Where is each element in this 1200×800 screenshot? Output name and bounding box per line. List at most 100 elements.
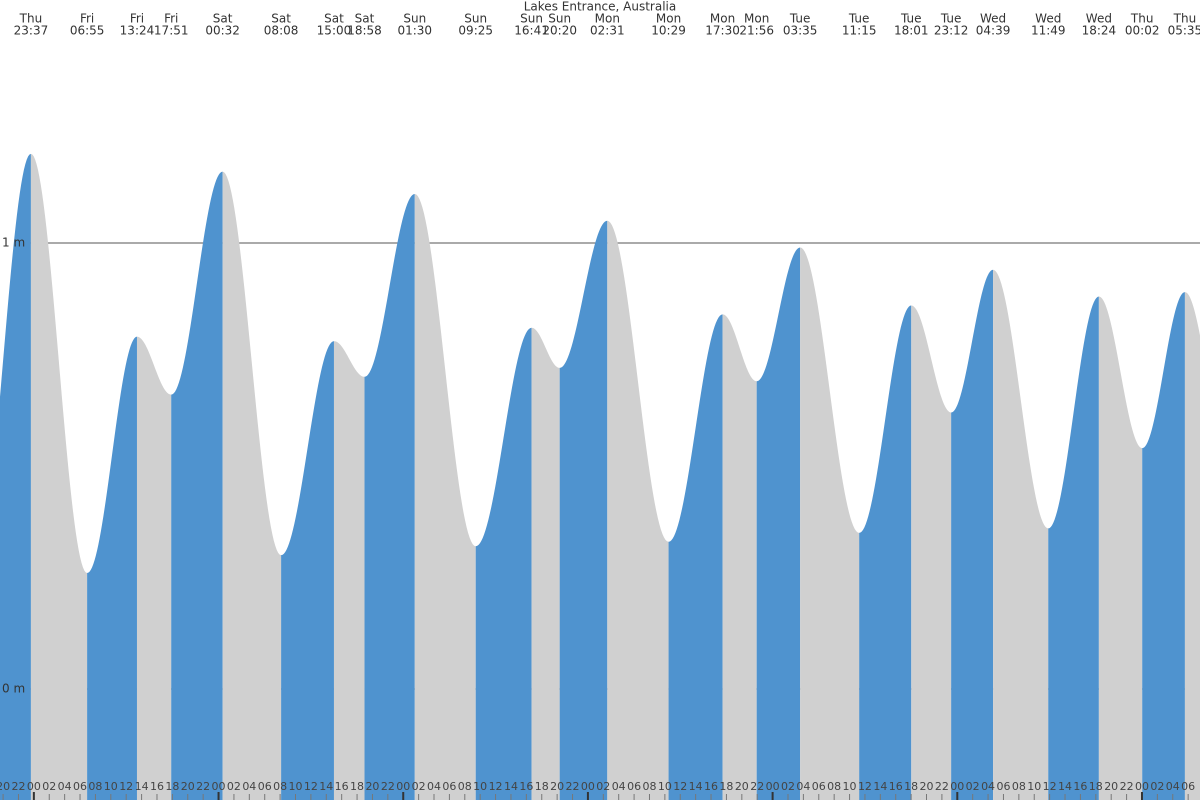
x-tick-label: 02	[42, 780, 56, 793]
tide-segment	[87, 336, 137, 800]
x-tick-label: 18	[904, 780, 918, 793]
x-tick-label: 20	[365, 780, 379, 793]
extreme-day: Sat	[324, 12, 344, 26]
tide-segment	[668, 314, 723, 800]
x-tick-label: 00	[212, 780, 226, 793]
x-tick-label: 18	[535, 780, 549, 793]
x-tick-label: 12	[858, 780, 872, 793]
x-tick-label: 10	[1027, 780, 1041, 793]
x-tick-label: 08	[827, 780, 841, 793]
x-tick-label: 12	[1043, 780, 1057, 793]
x-tick-label: 12	[119, 780, 133, 793]
extreme-time: 06:55	[70, 24, 105, 38]
x-tick-label: 22	[935, 780, 949, 793]
extreme-time: 16:41	[514, 24, 549, 38]
extreme-time: 05:35	[1168, 24, 1200, 38]
tide-segment	[333, 341, 365, 800]
x-tick-label: 00	[581, 780, 595, 793]
extreme-day: Tue	[789, 12, 811, 26]
x-tick-label: 00	[396, 780, 410, 793]
extreme-time: 11:15	[842, 24, 877, 38]
x-tick-label: 00	[27, 780, 41, 793]
x-tick-label: 08	[458, 780, 472, 793]
x-tick-label: 08	[88, 780, 102, 793]
x-tick-label: 16	[1073, 780, 1087, 793]
y-tick-label: 1 m	[2, 236, 25, 250]
x-tick-label: 16	[150, 780, 164, 793]
tide-segment	[951, 269, 994, 800]
x-tick-label: 22	[1120, 780, 1134, 793]
x-tick-label: 04	[612, 780, 626, 793]
x-tick-label: 14	[873, 780, 887, 793]
extreme-time: 01:30	[397, 24, 432, 38]
extreme-day: Sun	[464, 12, 487, 26]
extreme-time: 08:08	[264, 24, 299, 38]
x-tick-label: 10	[288, 780, 302, 793]
x-tick-label: 10	[843, 780, 857, 793]
x-tick-label: 12	[489, 780, 503, 793]
extreme-time: 21:56	[739, 24, 774, 38]
x-tick-label: 18	[165, 780, 179, 793]
extreme-time: 23:37	[14, 24, 49, 38]
x-tick-label: 22	[566, 780, 580, 793]
x-tick-label: 18	[719, 780, 733, 793]
tide-segment	[30, 153, 88, 800]
x-tick-label: 02	[1150, 780, 1164, 793]
extreme-day: Wed	[1086, 12, 1112, 26]
extreme-day: Mon	[710, 12, 735, 26]
x-tick-label: 06	[812, 780, 826, 793]
x-tick-label: 18	[1089, 780, 1103, 793]
extreme-day: Wed	[1035, 12, 1061, 26]
x-tick-label: 20	[181, 780, 195, 793]
extreme-time: 09:25	[458, 24, 493, 38]
x-tick-label: 02	[596, 780, 610, 793]
x-tick-label: 22	[381, 780, 395, 793]
extreme-time: 03:35	[783, 24, 818, 38]
extreme-day: Mon	[656, 12, 681, 26]
x-tick-label: 16	[519, 780, 533, 793]
x-tick-label: 10	[473, 780, 487, 793]
extreme-time: 17:30	[705, 24, 740, 38]
x-tick-label: 20	[550, 780, 564, 793]
extreme-day: Thu	[1130, 12, 1154, 26]
extreme-time: 00:32	[205, 24, 240, 38]
x-tick-label: 14	[319, 780, 333, 793]
x-tick-label: 00	[766, 780, 780, 793]
tide-segment	[0, 153, 31, 800]
extreme-time: 00:02	[1125, 24, 1160, 38]
x-tick-label: 14	[504, 780, 518, 793]
tide-segment	[607, 220, 669, 800]
extreme-day: Tue	[900, 12, 922, 26]
x-tick-label: 08	[273, 780, 287, 793]
x-tick-label: 16	[704, 780, 718, 793]
extreme-day: Fri	[164, 12, 178, 26]
extreme-day: Thu	[1173, 12, 1197, 26]
extreme-day: Tue	[940, 12, 962, 26]
extreme-day: Sat	[355, 12, 375, 26]
x-tick-label: 20	[1104, 780, 1118, 793]
x-tick-label: 04	[427, 780, 441, 793]
x-tick-label: 16	[335, 780, 349, 793]
extreme-time: 17:51	[154, 24, 189, 38]
extreme-day: Wed	[980, 12, 1006, 26]
extreme-time: 15:00	[317, 24, 352, 38]
x-tick-label: 20	[735, 780, 749, 793]
x-tick-label: 06	[996, 780, 1010, 793]
x-tick-label: 22	[11, 780, 25, 793]
x-tick-label: 06	[627, 780, 641, 793]
extreme-day: Sun	[548, 12, 571, 26]
extreme-day: Sat	[271, 12, 291, 26]
extreme-day: Sat	[213, 12, 233, 26]
tide-segment	[1098, 296, 1143, 800]
x-tick-label: 14	[1058, 780, 1072, 793]
x-tick-label: 02	[227, 780, 241, 793]
tide-segment	[756, 247, 801, 800]
x-tick-label: 10	[658, 780, 672, 793]
extreme-time: 13:24	[120, 24, 155, 38]
x-tick-label: 04	[242, 780, 256, 793]
x-tick-label: 00	[950, 780, 964, 793]
x-tick-label: 00	[1135, 780, 1149, 793]
tide-segment	[859, 305, 912, 800]
tide-segment	[531, 327, 560, 800]
